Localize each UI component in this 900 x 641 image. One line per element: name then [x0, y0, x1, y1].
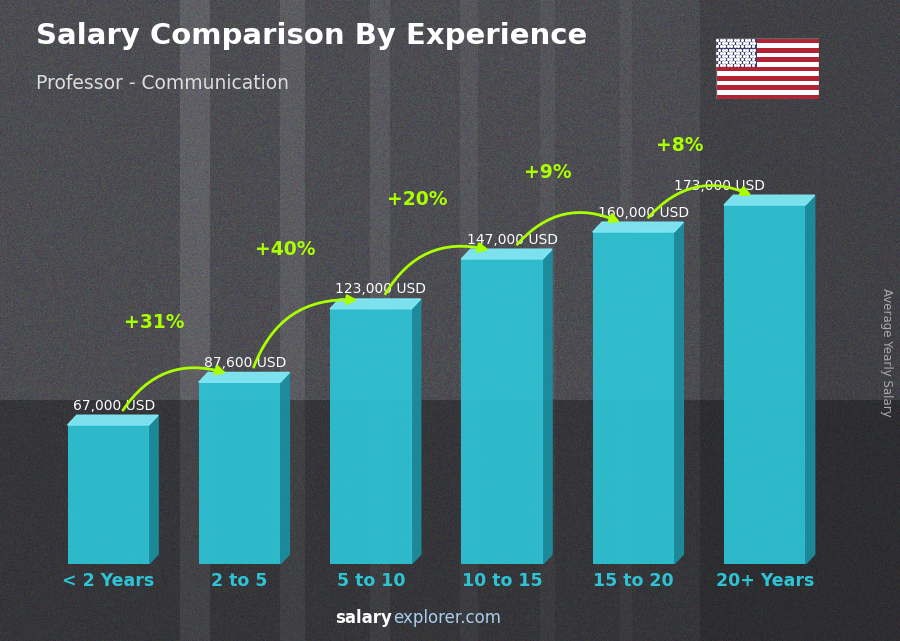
- FancyArrowPatch shape: [518, 213, 617, 244]
- Polygon shape: [68, 415, 158, 425]
- FancyArrowPatch shape: [648, 185, 749, 217]
- Text: salary: salary: [335, 609, 392, 627]
- FancyArrowPatch shape: [254, 296, 355, 367]
- Text: Salary Comparison By Experience: Salary Comparison By Experience: [36, 22, 587, 51]
- Text: 173,000 USD: 173,000 USD: [674, 179, 765, 192]
- Bar: [716, 90, 819, 95]
- Polygon shape: [411, 299, 420, 564]
- Bar: [68, 425, 148, 564]
- Polygon shape: [806, 196, 814, 564]
- Bar: [199, 382, 280, 564]
- Bar: [716, 53, 819, 57]
- Polygon shape: [543, 249, 552, 564]
- Text: Professor - Communication: Professor - Communication: [36, 74, 289, 93]
- Bar: [716, 62, 819, 67]
- Text: +8%: +8%: [656, 136, 703, 155]
- Bar: [716, 95, 819, 99]
- Polygon shape: [462, 249, 552, 259]
- Text: +20%: +20%: [387, 190, 447, 209]
- Text: explorer.com: explorer.com: [393, 609, 501, 627]
- Text: 160,000 USD: 160,000 USD: [598, 206, 689, 219]
- Text: Average Yearly Salary: Average Yearly Salary: [880, 288, 893, 417]
- Bar: [593, 232, 674, 564]
- Bar: [716, 85, 819, 90]
- Polygon shape: [199, 372, 290, 382]
- Bar: [462, 259, 543, 564]
- Text: +9%: +9%: [525, 163, 572, 182]
- Polygon shape: [280, 372, 290, 564]
- Polygon shape: [148, 415, 158, 564]
- Text: 67,000 USD: 67,000 USD: [73, 399, 155, 413]
- Bar: [716, 43, 819, 48]
- FancyArrowPatch shape: [123, 367, 223, 410]
- Text: 147,000 USD: 147,000 USD: [467, 233, 558, 247]
- Text: 123,000 USD: 123,000 USD: [336, 282, 427, 296]
- Bar: [716, 71, 819, 76]
- Text: 87,600 USD: 87,600 USD: [204, 356, 286, 370]
- Bar: [716, 48, 819, 53]
- Bar: [716, 57, 819, 62]
- Text: +40%: +40%: [256, 240, 316, 259]
- Bar: [716, 81, 819, 85]
- Polygon shape: [674, 222, 683, 564]
- Bar: [724, 205, 806, 564]
- Bar: [330, 309, 411, 564]
- Bar: [716, 76, 819, 81]
- Polygon shape: [330, 299, 420, 309]
- Text: +31%: +31%: [124, 313, 184, 333]
- Polygon shape: [724, 196, 814, 205]
- FancyArrowPatch shape: [385, 244, 486, 294]
- Polygon shape: [593, 222, 683, 232]
- Bar: [716, 67, 819, 71]
- Bar: [716, 38, 819, 43]
- Bar: [716, 38, 757, 67]
